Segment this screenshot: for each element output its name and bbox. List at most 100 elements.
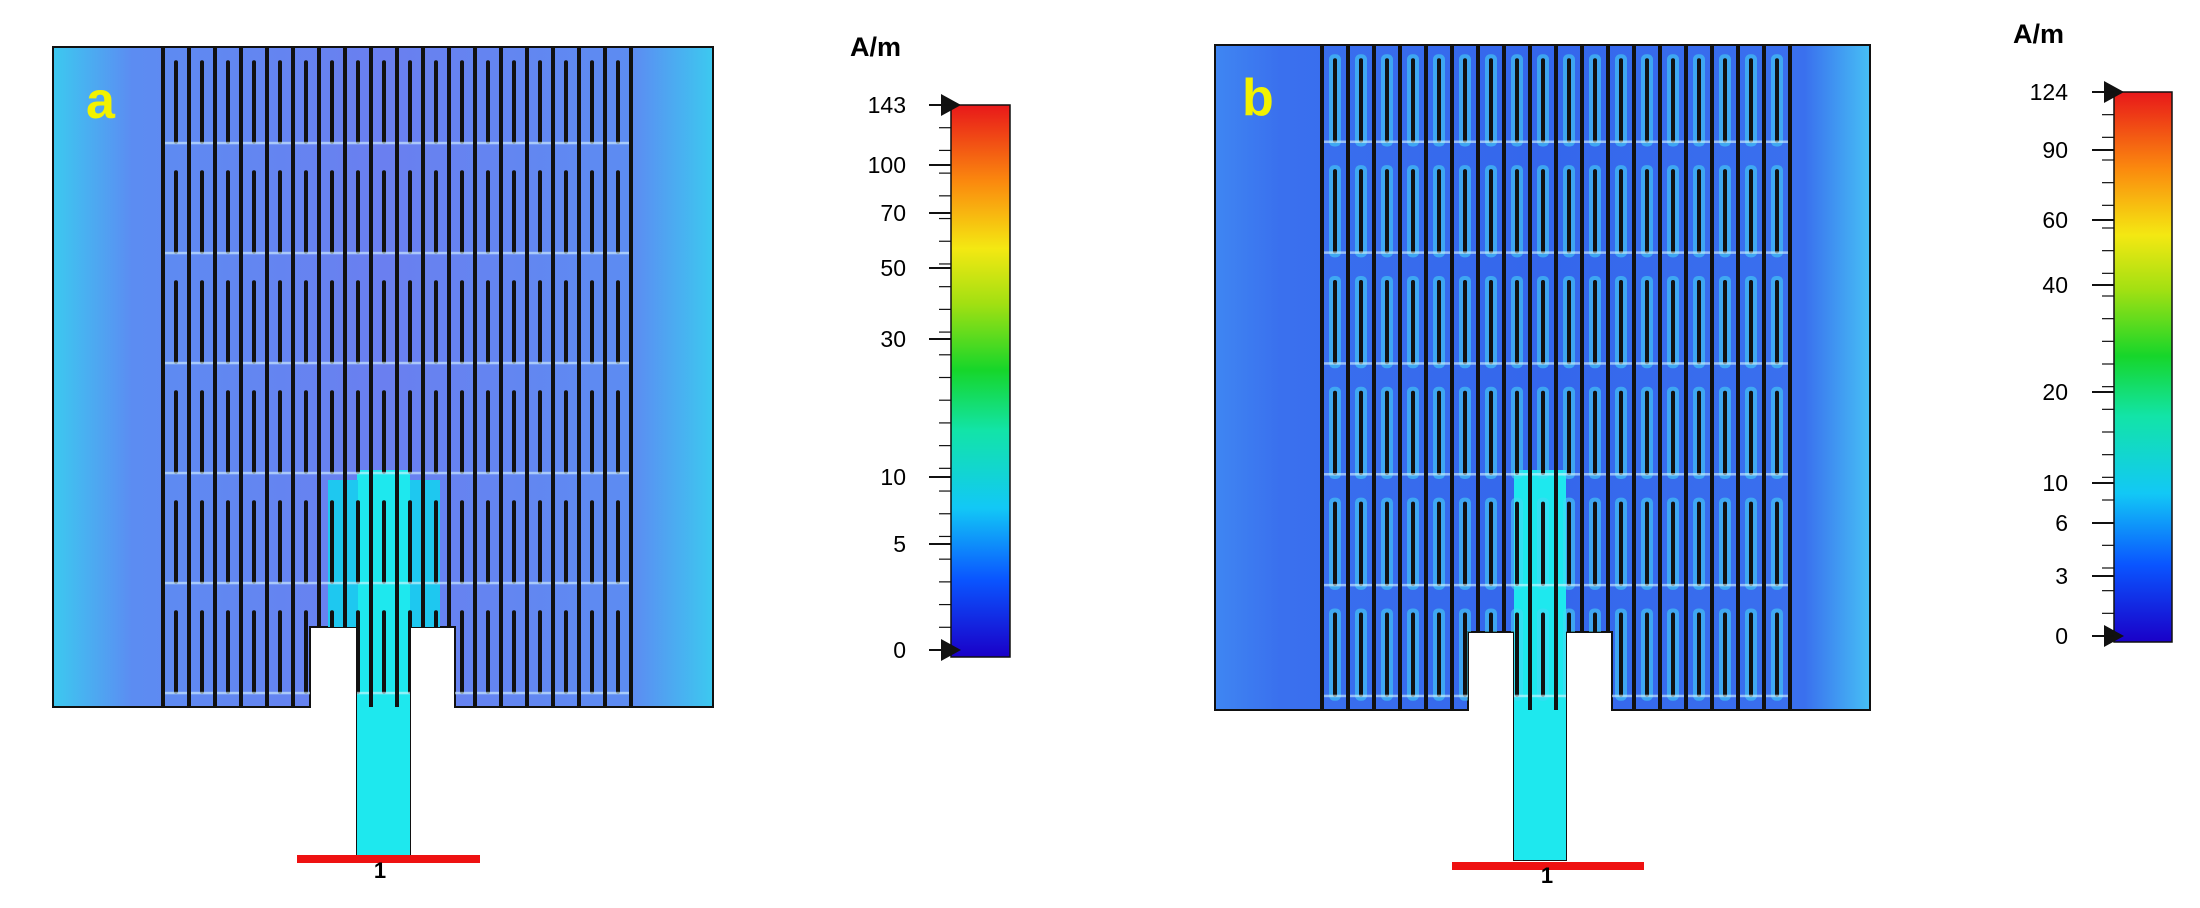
meander-slots-a bbox=[161, 47, 633, 707]
colorbar-gradient-a bbox=[950, 104, 1011, 658]
slot-link bbox=[1636, 473, 1658, 476]
slot-link bbox=[1584, 140, 1606, 144]
slot-line bbox=[525, 47, 529, 707]
slot-link bbox=[1766, 694, 1788, 698]
slot-finger bbox=[616, 60, 620, 144]
slot-finger bbox=[616, 170, 620, 254]
slot-finger bbox=[434, 500, 438, 584]
slot-finger bbox=[590, 280, 594, 364]
slot-link bbox=[1740, 473, 1762, 476]
slot-finger bbox=[538, 280, 542, 364]
colorbar-tick-label: 143 bbox=[868, 92, 906, 118]
colorbar-tick-label: 0 bbox=[2055, 623, 2068, 649]
slot-link bbox=[1688, 140, 1710, 144]
slot-finger bbox=[330, 280, 334, 364]
slot-finger bbox=[538, 390, 542, 474]
slot-link bbox=[243, 251, 265, 255]
slot-finger bbox=[304, 390, 308, 474]
slot-finger bbox=[1411, 390, 1415, 476]
slot-link bbox=[529, 581, 551, 585]
slot-link bbox=[1610, 140, 1632, 144]
slot-link bbox=[451, 471, 473, 475]
colorbar-tick-label: 10 bbox=[2042, 470, 2068, 496]
slot-link bbox=[243, 581, 265, 585]
slot-link bbox=[165, 361, 187, 365]
slot-finger bbox=[512, 280, 516, 364]
slot-finger bbox=[1463, 390, 1467, 476]
slot-link bbox=[243, 471, 265, 475]
slot-line bbox=[1372, 45, 1376, 710]
slot-finger bbox=[590, 390, 594, 474]
slot-link bbox=[451, 361, 473, 365]
slot-finger bbox=[434, 60, 438, 144]
slot-line bbox=[421, 47, 425, 707]
slot-link bbox=[1506, 583, 1528, 587]
slot-finger bbox=[174, 500, 178, 584]
slot-line bbox=[265, 47, 269, 707]
slot-link bbox=[1584, 362, 1606, 365]
slot-finger bbox=[1619, 169, 1623, 254]
slot-finger bbox=[460, 390, 464, 474]
colorbar-tick-label: 124 bbox=[2030, 79, 2069, 105]
slot-finger bbox=[1671, 501, 1675, 586]
slot-finger bbox=[278, 170, 282, 254]
slot-link bbox=[399, 581, 421, 585]
slot-link bbox=[1558, 694, 1580, 698]
slot-line bbox=[213, 47, 217, 707]
slot-finger bbox=[200, 390, 204, 474]
slot-link bbox=[269, 691, 291, 695]
slot-link bbox=[1324, 583, 1346, 587]
slot-finger bbox=[1489, 58, 1493, 143]
slot-finger bbox=[356, 500, 360, 584]
slot-line bbox=[603, 47, 607, 707]
slot-link bbox=[1454, 251, 1476, 254]
slot-link bbox=[581, 581, 603, 585]
slot-finger bbox=[1359, 501, 1363, 586]
slot-link bbox=[425, 141, 447, 145]
slot-link bbox=[1506, 140, 1528, 144]
slot-finger bbox=[564, 610, 568, 694]
slot-finger bbox=[1671, 169, 1675, 254]
colorbar-tick-label: 100 bbox=[868, 152, 906, 178]
slot-link bbox=[1714, 694, 1736, 698]
slot-link bbox=[555, 581, 577, 585]
slot-link bbox=[1454, 140, 1476, 144]
slot-finger bbox=[512, 610, 516, 694]
slot-link bbox=[1766, 473, 1788, 476]
slot-finger bbox=[1385, 501, 1389, 586]
colorbar-b: A/m 124 90 60 40 20 10 6 3 0 bbox=[2013, 19, 2173, 649]
slot-link bbox=[581, 251, 603, 255]
slot-link bbox=[1688, 694, 1710, 698]
slot-line bbox=[473, 47, 477, 707]
slot-line bbox=[1424, 45, 1428, 710]
slot-link bbox=[321, 691, 343, 695]
slot-link bbox=[555, 251, 577, 255]
slot-finger bbox=[174, 390, 178, 474]
slot-link bbox=[217, 471, 239, 475]
slot-finger bbox=[1333, 501, 1337, 586]
slot-finger bbox=[1333, 390, 1337, 476]
slot-finger bbox=[1333, 169, 1337, 254]
slot-link bbox=[1428, 583, 1450, 587]
slot-line bbox=[629, 47, 633, 707]
slot-link bbox=[503, 251, 525, 255]
slot-line bbox=[447, 47, 451, 707]
slot-link bbox=[581, 141, 603, 145]
slot-link bbox=[1662, 251, 1684, 254]
slot-link bbox=[1506, 694, 1528, 698]
slot-finger bbox=[356, 390, 360, 474]
slot-finger bbox=[1749, 169, 1753, 254]
slot-line bbox=[239, 47, 243, 707]
panel-b: b 1 A/m 124 90 60 40 20 10 6 3 0 bbox=[1214, 19, 2173, 888]
slot-link bbox=[295, 581, 317, 585]
slot-finger bbox=[304, 170, 308, 254]
slot-line bbox=[1528, 45, 1532, 710]
slot-link bbox=[1454, 694, 1476, 698]
slot-link bbox=[191, 251, 213, 255]
slot-line bbox=[1580, 45, 1584, 710]
slot-finger bbox=[564, 170, 568, 254]
slot-finger bbox=[590, 170, 594, 254]
slot-link bbox=[1350, 694, 1372, 698]
port-number-b: 1 bbox=[1541, 863, 1553, 888]
slot-link bbox=[191, 141, 213, 145]
